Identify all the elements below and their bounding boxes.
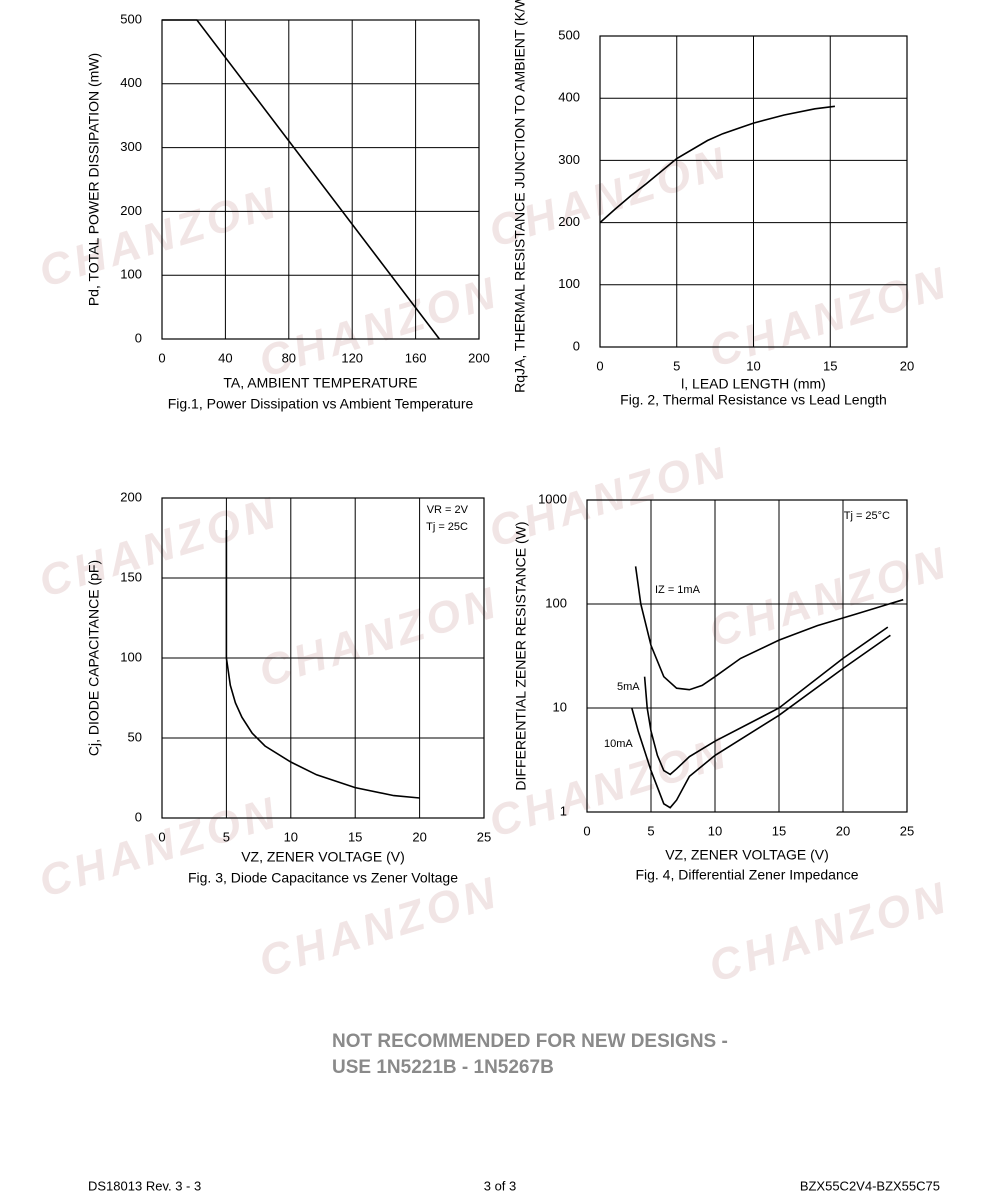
x-tick-label: 15 (348, 829, 362, 844)
x-tick-label: 15 (823, 358, 837, 373)
footer-center: 3 of 3 (484, 1178, 517, 1193)
y-tick-label: 100 (120, 267, 142, 282)
x-tick-label: 20 (836, 823, 850, 838)
x-tick-label: 0 (158, 350, 165, 365)
footer-right: BZX55C2V4-BZX55C75 (800, 1178, 940, 1193)
curve-label: IZ = 1mA (655, 584, 701, 596)
x-tick-label: 20 (900, 358, 914, 373)
x-tick-label: 5 (673, 358, 680, 373)
x-axis-label: l, LEAD LENGTH (mm) (681, 376, 826, 392)
footer-left: DS18013 Rev. 3 - 3 (88, 1178, 201, 1193)
y-tick-label: 10 (553, 699, 567, 714)
y-tick-label: 1 (560, 803, 567, 818)
chart-caption: Fig. 2, Thermal Resistance vs Lead Lengt… (620, 392, 887, 408)
chart-caption: Fig.1, Power Dissipation vs Ambient Temp… (168, 396, 474, 412)
data-line (634, 566, 904, 691)
watermark: CHANZON (703, 538, 954, 657)
y-tick-label: 100 (558, 276, 580, 291)
y-tick-label: 50 (128, 729, 142, 744)
annotation: Tj = 25°C (844, 510, 890, 522)
y-tick-label: 200 (120, 489, 142, 504)
y-tick-label: 400 (120, 75, 142, 90)
x-tick-label: 10 (284, 829, 298, 844)
y-axis-label: RqJA, THERMAL RESISTANCE JUNCTION TO AMB… (512, 0, 528, 393)
x-tick-label: 20 (412, 829, 426, 844)
plot-frame (586, 499, 908, 813)
watermark: CHANZON (33, 488, 284, 607)
watermark: CHANZON (253, 268, 504, 387)
x-tick-label: 0 (583, 823, 590, 838)
annotation: VR = 2V (427, 504, 469, 516)
x-tick-label: 25 (900, 823, 914, 838)
notice-line: USE 1N5221B - 1N5267B (332, 1057, 554, 1078)
curve-label: 5mA (617, 681, 640, 693)
watermark: CHANZON (703, 873, 954, 992)
y-tick-label: 100 (545, 595, 567, 610)
annotation: Tj = 25C (426, 521, 468, 533)
data-line (162, 19, 441, 340)
curve-label: 10mA (604, 738, 633, 750)
y-axis-label: Pd, TOTAL POWER DISSIPATION (mW) (86, 53, 102, 306)
data-line (599, 105, 835, 224)
data-line (225, 530, 420, 799)
data-line (643, 626, 889, 776)
x-tick-label: 15 (772, 823, 786, 838)
x-axis-label: VZ, ZENER VOLTAGE (V) (241, 849, 405, 865)
y-axis-label: Cj, DIODE CAPACITANCE (pF) (86, 560, 102, 756)
y-tick-label: 0 (135, 809, 142, 824)
x-tick-label: 160 (405, 350, 427, 365)
plot-frame (161, 497, 485, 819)
x-axis-label: VZ, ZENER VOLTAGE (V) (665, 847, 829, 863)
x-tick-label: 5 (223, 829, 230, 844)
x-tick-label: 80 (282, 350, 296, 365)
watermark: CHANZON (33, 178, 284, 297)
y-tick-label: 0 (573, 338, 580, 353)
x-axis-label: TA, AMBIENT TEMPERATURE (223, 375, 417, 391)
y-tick-label: 300 (120, 139, 142, 154)
x-tick-label: 10 (708, 823, 722, 838)
plot-frame (599, 35, 908, 348)
data-line (631, 634, 891, 809)
x-tick-label: 5 (647, 823, 654, 838)
x-tick-label: 40 (218, 350, 232, 365)
chart-caption: Fig. 3, Diode Capacitance vs Zener Volta… (188, 870, 458, 886)
y-tick-label: 300 (558, 152, 580, 167)
plot-frame (161, 19, 480, 340)
x-tick-label: 10 (746, 358, 760, 373)
watermark: CHANZON (33, 788, 284, 907)
y-tick-label: 500 (120, 11, 142, 26)
x-tick-label: 200 (468, 350, 490, 365)
y-tick-label: 200 (558, 214, 580, 229)
y-tick-label: 0 (135, 330, 142, 345)
x-tick-label: 25 (477, 829, 491, 844)
y-tick-label: 500 (558, 27, 580, 42)
x-tick-label: 120 (341, 350, 363, 365)
y-tick-label: 400 (558, 90, 580, 105)
x-tick-label: 0 (596, 358, 603, 373)
y-tick-label: 100 (120, 649, 142, 664)
y-tick-label: 200 (120, 203, 142, 218)
chart-caption: Fig. 4, Differential Zener Impedance (635, 867, 858, 883)
y-tick-label: 150 (120, 569, 142, 584)
y-axis-label: DIFFERENTIAL ZENER RESISTANCE (W) (513, 521, 529, 790)
y-tick-label: 1000 (538, 491, 567, 506)
notice-line: NOT RECOMMENDED FOR NEW DESIGNS - (332, 1031, 728, 1052)
x-tick-label: 0 (158, 829, 165, 844)
